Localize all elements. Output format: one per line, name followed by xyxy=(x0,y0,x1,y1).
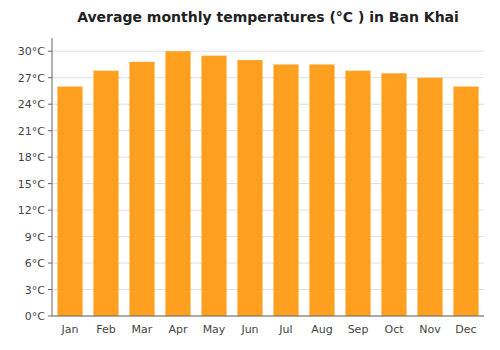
title: Average monthly temperatures (°C ) in Ba… xyxy=(77,9,459,25)
tick-mark xyxy=(48,263,52,264)
tick-mark xyxy=(48,104,52,105)
tick-label: 3°C xyxy=(25,284,45,297)
x-axis: Jan Feb Mar Apr May Jun Jul Aug Sep Oct Nov Dec xyxy=(52,316,484,336)
tick-label: 30°C xyxy=(18,45,45,58)
category-label: Jun xyxy=(240,323,258,336)
y-axis: 0°C 3°C 6°C 9°C 12°C 15°C 18°C 21°C 24°C 27°C 30°C xyxy=(18,38,52,323)
bar xyxy=(57,87,82,316)
bar xyxy=(381,73,406,316)
tick-label: 15°C xyxy=(18,178,45,191)
tick-label: 0°C xyxy=(25,310,45,323)
tick-mark xyxy=(48,77,52,78)
tick-label: 27°C xyxy=(18,72,45,85)
category-label: Mar xyxy=(132,323,153,336)
bar xyxy=(345,71,370,316)
category-label: Oct xyxy=(384,323,404,336)
tick-label: 21°C xyxy=(18,125,45,138)
tick-mark xyxy=(48,210,52,211)
category-label: Apr xyxy=(168,323,188,336)
grid-line xyxy=(52,316,484,317)
tick-label: 18°C xyxy=(18,151,45,164)
bars xyxy=(57,51,478,316)
category-label: Jan xyxy=(61,323,79,336)
tick-label: 12°C xyxy=(18,204,45,217)
tick-mark xyxy=(48,289,52,290)
category-label: Aug xyxy=(311,323,332,336)
bar xyxy=(201,56,226,316)
tick-mark xyxy=(48,130,52,131)
tick-mark xyxy=(48,236,52,237)
x-axis-line xyxy=(52,316,484,317)
bar xyxy=(93,71,118,316)
tick-mark xyxy=(48,183,52,184)
category-label: Feb xyxy=(96,323,115,336)
tick-mark xyxy=(48,157,52,158)
category-label: Dec xyxy=(455,323,476,336)
tick-label: 24°C xyxy=(18,98,45,111)
bar xyxy=(237,60,262,316)
grid-line xyxy=(52,51,484,52)
tick-mark xyxy=(48,316,52,317)
bar xyxy=(417,78,442,316)
category-label: May xyxy=(203,323,226,336)
bar xyxy=(453,87,478,316)
tick-label: 9°C xyxy=(25,231,45,244)
bar xyxy=(129,62,154,316)
bar xyxy=(165,51,190,316)
tick-label: 6°C xyxy=(25,257,45,270)
bar xyxy=(273,64,298,316)
bar xyxy=(309,64,334,316)
grid xyxy=(52,51,484,316)
category-label: Jul xyxy=(278,323,292,336)
chart: Average monthly temperatures (°C ) in Ba… xyxy=(0,0,500,350)
tick-mark xyxy=(48,51,52,52)
y-axis-line xyxy=(52,38,53,316)
category-label: Sep xyxy=(348,323,369,336)
category-label: Nov xyxy=(419,323,441,336)
